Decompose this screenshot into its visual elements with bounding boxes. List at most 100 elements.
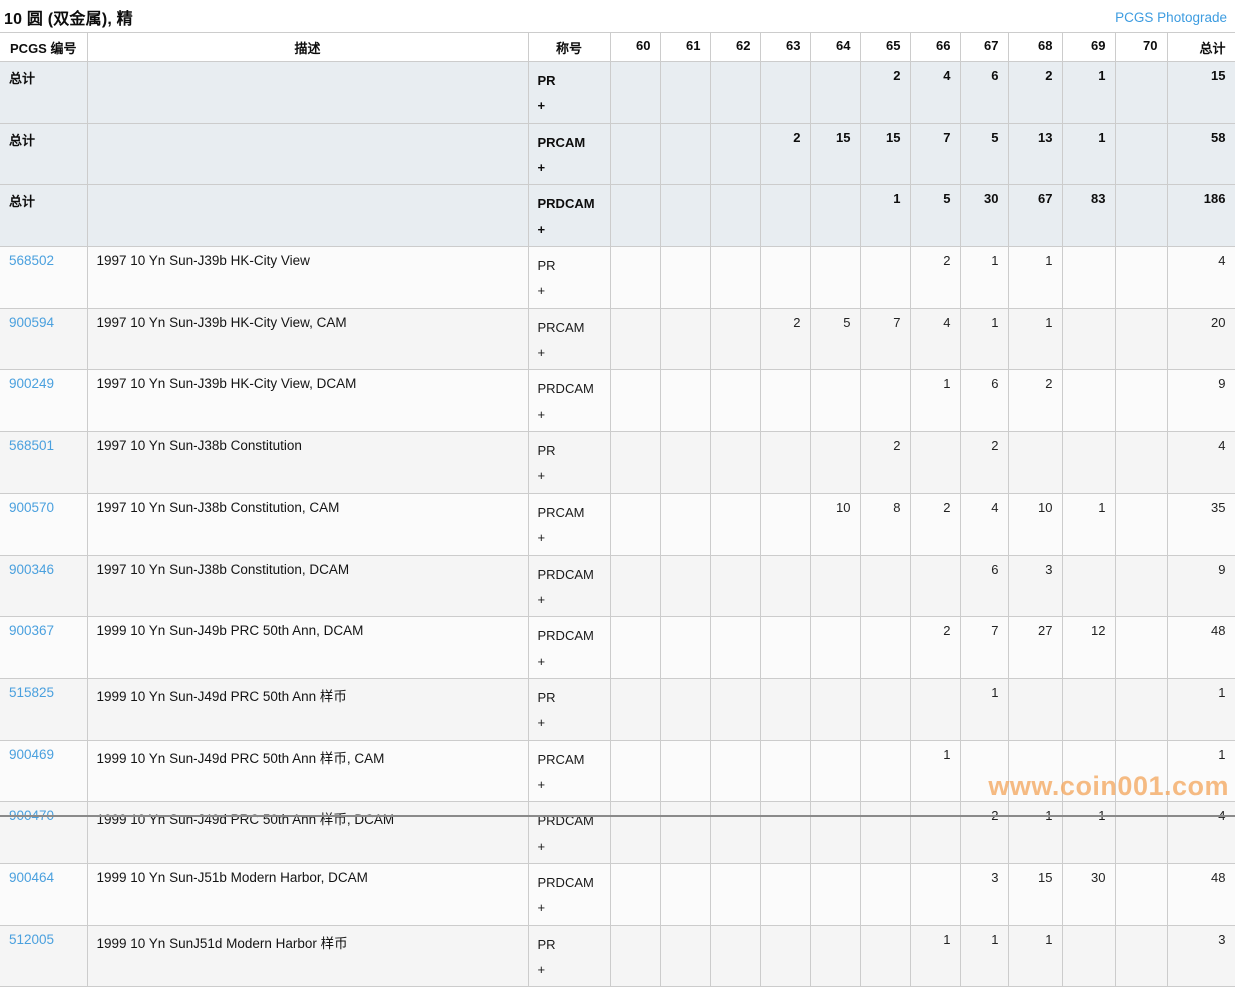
column-header-62: 62 [709, 32, 761, 62]
grade-cell [1114, 554, 1168, 618]
grade-cell [609, 554, 661, 618]
grade-cell [1007, 739, 1063, 803]
grade-cell: 6 [959, 61, 1009, 124]
table-row: 900249 1997 10 Yn Sun-J39b HK-City View, … [0, 369, 1235, 433]
pcgs-number-link[interactable]: 568502 [9, 253, 55, 269]
pcgs-number-cell: 900570 [0, 492, 88, 556]
designation-cell: PR + [527, 246, 611, 309]
grade-cell [859, 924, 911, 987]
grade-cell: 10 [1007, 492, 1063, 556]
pcgs-number-link[interactable]: 512005 [9, 931, 55, 947]
grade-cell [1061, 924, 1116, 987]
grade-cell [709, 801, 761, 864]
grade-cell [659, 492, 711, 556]
grade-cell [709, 184, 761, 248]
pcgs-number-cell: 515825 [0, 677, 88, 741]
pcgs-number-link[interactable]: 900367 [9, 623, 55, 639]
pcgs-number-cell: 900594 [0, 307, 88, 371]
pcgs-number-link[interactable]: 900570 [9, 499, 55, 515]
grade-cell [659, 862, 711, 926]
grade-cell [1061, 739, 1116, 803]
grade-cell [659, 431, 711, 494]
grade-cell: 1 [1061, 61, 1116, 124]
grade-cell [759, 369, 811, 433]
pcgs-number-link[interactable]: 900594 [9, 314, 55, 330]
description-cell: 1997 10 Yn Sun-J38b Constitution [86, 431, 529, 494]
total-cell: 58 [1166, 122, 1235, 186]
grade-cell [659, 554, 711, 618]
population-table: PCGS 编号 描述 称号 60 61 62 63 64 65 66 67 68 69 70 总计 总计 PR… [0, 32, 1235, 987]
table-row: 900464 1999 10 Yn Sun-J51b Modern Harbor,… [0, 862, 1235, 926]
grade-cell [1114, 862, 1168, 926]
description-cell: 1999 10 Yn Sun-J49b PRC 50th Ann, DCAM [86, 616, 529, 679]
pcgs-number-link[interactable]: 568501 [9, 438, 55, 454]
grade-cell [609, 616, 661, 679]
description-cell: 1997 10 Yn Sun-J39b HK-City View, DCAM [86, 369, 529, 433]
column-header-68: 68 [1007, 32, 1063, 62]
pcgs-number-cell: 900367 [0, 616, 88, 679]
column-header-designation: 称号 [527, 32, 611, 62]
grade-cell: 83 [1061, 184, 1116, 248]
grade-cell [659, 924, 711, 987]
grade-cell: 1 [1007, 246, 1063, 309]
grade-cell [1061, 431, 1116, 494]
grade-cell [659, 307, 711, 371]
grade-cell [1061, 369, 1116, 433]
column-header-61: 61 [659, 32, 711, 62]
grade-cell [809, 924, 861, 987]
grade-cell [1114, 184, 1168, 248]
grade-cell [809, 677, 861, 741]
pcgs-number-link[interactable]: 900346 [9, 561, 55, 577]
grade-cell [659, 801, 711, 864]
grade-cell [659, 616, 711, 679]
designation-cell: PR + [527, 677, 611, 741]
grade-cell [709, 492, 761, 556]
grade-cell: 10 [809, 492, 861, 556]
grade-cell [1114, 307, 1168, 371]
pcgs-number-link[interactable]: 900249 [9, 376, 55, 392]
pcgs-number-link[interactable]: 900464 [9, 869, 55, 885]
column-header-67: 67 [959, 32, 1009, 62]
grade-cell [609, 677, 661, 741]
total-cell: 4 [1166, 431, 1235, 494]
pcgs-photograde-link[interactable]: PCGS Photograde [1115, 9, 1227, 25]
grade-cell: 1 [1061, 801, 1116, 864]
grade-cell: 2 [959, 431, 1009, 494]
grade-cell [709, 924, 761, 987]
grade-cell: 1 [959, 307, 1009, 371]
column-header-69: 69 [1061, 32, 1116, 62]
grade-cell [609, 431, 661, 494]
table-row: 900470 1999 10 Yn Sun-J49d PRC 50th Ann 样… [0, 801, 1235, 864]
grade-cell [859, 862, 911, 926]
designation-cell: PRDCAM + [527, 801, 611, 864]
total-cell: 4 [1166, 246, 1235, 309]
pcgs-number-link[interactable]: 900469 [9, 746, 55, 762]
grade-cell [809, 554, 861, 618]
grade-cell [759, 246, 811, 309]
grade-cell: 1 [1007, 924, 1063, 987]
grade-cell: 4 [909, 307, 961, 371]
grade-cell: 7 [859, 307, 911, 371]
grade-cell: 13 [1007, 122, 1063, 186]
grade-cell: 15 [1007, 862, 1063, 926]
grade-cell: 1 [959, 246, 1009, 309]
description-cell: 1999 10 Yn Sun-J51b Modern Harbor, DCAM [86, 862, 529, 926]
designation-cell: PRDCAM + [527, 616, 611, 679]
column-header-66: 66 [909, 32, 961, 62]
description-cell: 1999 10 Yn SunJ51d Modern Harbor 样币 [86, 924, 529, 987]
pcgs-number-cell: 900346 [0, 554, 88, 618]
description-cell: 1997 10 Yn Sun-J39b HK-City View [86, 246, 529, 309]
grade-cell [809, 801, 861, 864]
designation-cell: PRDCAM + [527, 862, 611, 926]
total-cell: 4 [1166, 801, 1235, 864]
designation-cell: PR + [527, 431, 611, 494]
grade-cell [609, 369, 661, 433]
grade-cell: 2 [1007, 369, 1063, 433]
grade-cell [859, 677, 911, 741]
grade-cell: 15 [809, 122, 861, 186]
grade-cell [859, 246, 911, 309]
grade-cell [709, 307, 761, 371]
pcgs-number-link[interactable]: 515825 [9, 684, 55, 700]
grade-cell [809, 431, 861, 494]
grade-cell: 1 [1061, 492, 1116, 556]
